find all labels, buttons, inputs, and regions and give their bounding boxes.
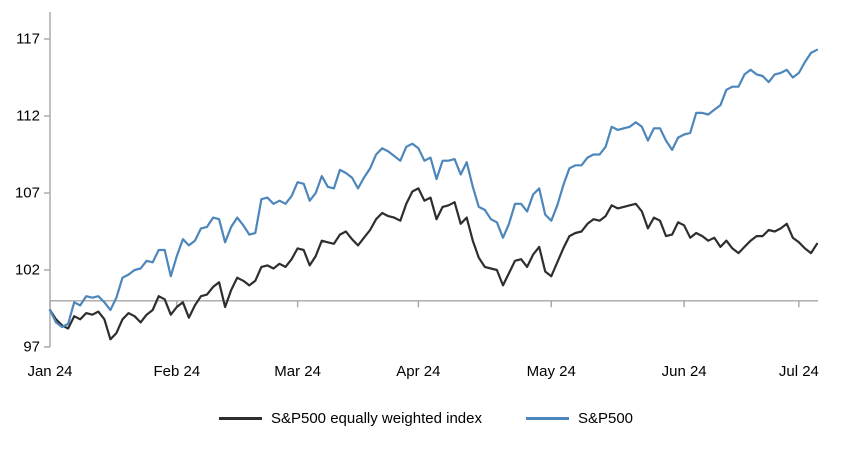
x-tick-label: Jan 24 bbox=[27, 363, 72, 380]
x-tick-label: Jul 24 bbox=[779, 363, 819, 380]
x-tick-label: Mar 24 bbox=[274, 363, 321, 380]
y-tick-label: 112 bbox=[16, 108, 40, 125]
series-line-sp500 bbox=[48, 48, 819, 329]
legend-label-equal-weight: S&P500 equally weighted index bbox=[270, 410, 482, 427]
y-tick-label: 97 bbox=[23, 339, 40, 356]
y-tick-label: 107 bbox=[15, 185, 40, 202]
y-tick-label: 102 bbox=[15, 262, 40, 279]
line-chart-canvas: 97 102 107 112 117 Jan 24 Feb 24 Mar 24 Apr 24 Ma… bbox=[15, 12, 819, 380]
x-tick-label: Feb 24 bbox=[153, 363, 200, 380]
legend-label-sp500: S&P500 bbox=[577, 410, 634, 427]
y-tick-label: 117 bbox=[16, 31, 40, 48]
sp500-line-swatch-icon bbox=[525, 417, 569, 420]
legend-item-sp500: S&P500 bbox=[525, 410, 634, 427]
x-tick-label: Jun 24 bbox=[662, 363, 707, 380]
legend-item-equal-weight: S&P500 equally weighted index bbox=[218, 410, 482, 427]
x-tick-label: May 24 bbox=[527, 363, 576, 380]
series-line-equal-weight bbox=[48, 187, 819, 341]
equal-weight-line-swatch-icon bbox=[218, 417, 262, 420]
x-tick-label: Apr 24 bbox=[396, 363, 440, 380]
legend: S&P500 equally weighted index S&P500 bbox=[0, 410, 852, 427]
